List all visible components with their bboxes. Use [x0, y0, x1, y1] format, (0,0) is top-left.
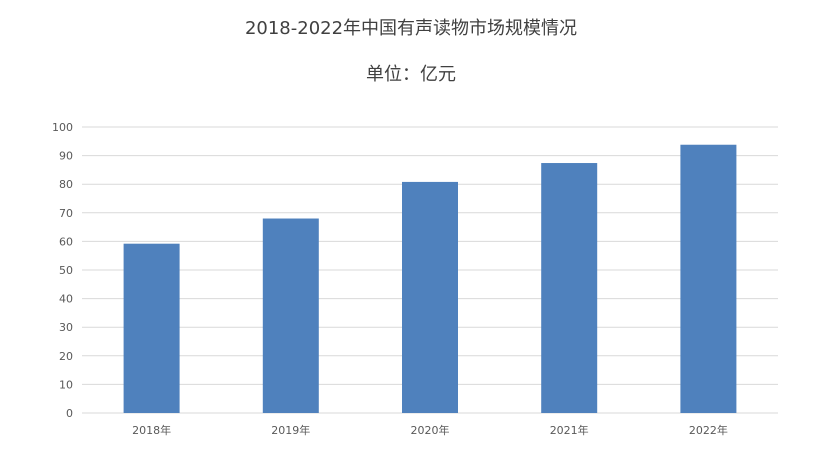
bar — [402, 181, 458, 413]
chart-subtitle: 单位：亿元 — [366, 64, 456, 85]
y-tick-label: 20 — [59, 350, 73, 363]
y-tick-label: 80 — [59, 178, 73, 191]
bars — [123, 144, 737, 413]
y-tick-label: 90 — [59, 150, 73, 163]
x-tick-label: 2018年 — [132, 423, 171, 437]
y-tick-label: 30 — [59, 321, 73, 334]
y-tick-label: 10 — [59, 378, 73, 391]
x-tick-label: 2019年 — [271, 423, 310, 437]
y-tick-label: 60 — [59, 235, 73, 248]
chart-title: 2018-2022年中国有声读物市场规模情况 — [244, 18, 578, 39]
x-tick-label: 2020年 — [411, 423, 450, 437]
x-tick-label: 2021年 — [550, 423, 589, 437]
x-axis-ticks: 2018年 2019年 2020年 2021年 2022年 — [132, 423, 728, 437]
bar — [123, 243, 180, 413]
bar — [541, 163, 598, 413]
y-tick-label: 70 — [59, 207, 73, 220]
bar — [262, 218, 319, 413]
y-axis-ticks: 0 10 20 30 40 50 60 70 80 90 100 — [52, 121, 73, 420]
y-tick-label: 0 — [66, 407, 73, 420]
y-tick-label: 50 — [59, 264, 73, 277]
bar — [680, 144, 737, 413]
y-tick-label: 100 — [52, 121, 73, 134]
y-tick-label: 40 — [59, 293, 73, 306]
x-tick-label: 2022年 — [689, 423, 728, 437]
grid-layer — [82, 126, 778, 414]
